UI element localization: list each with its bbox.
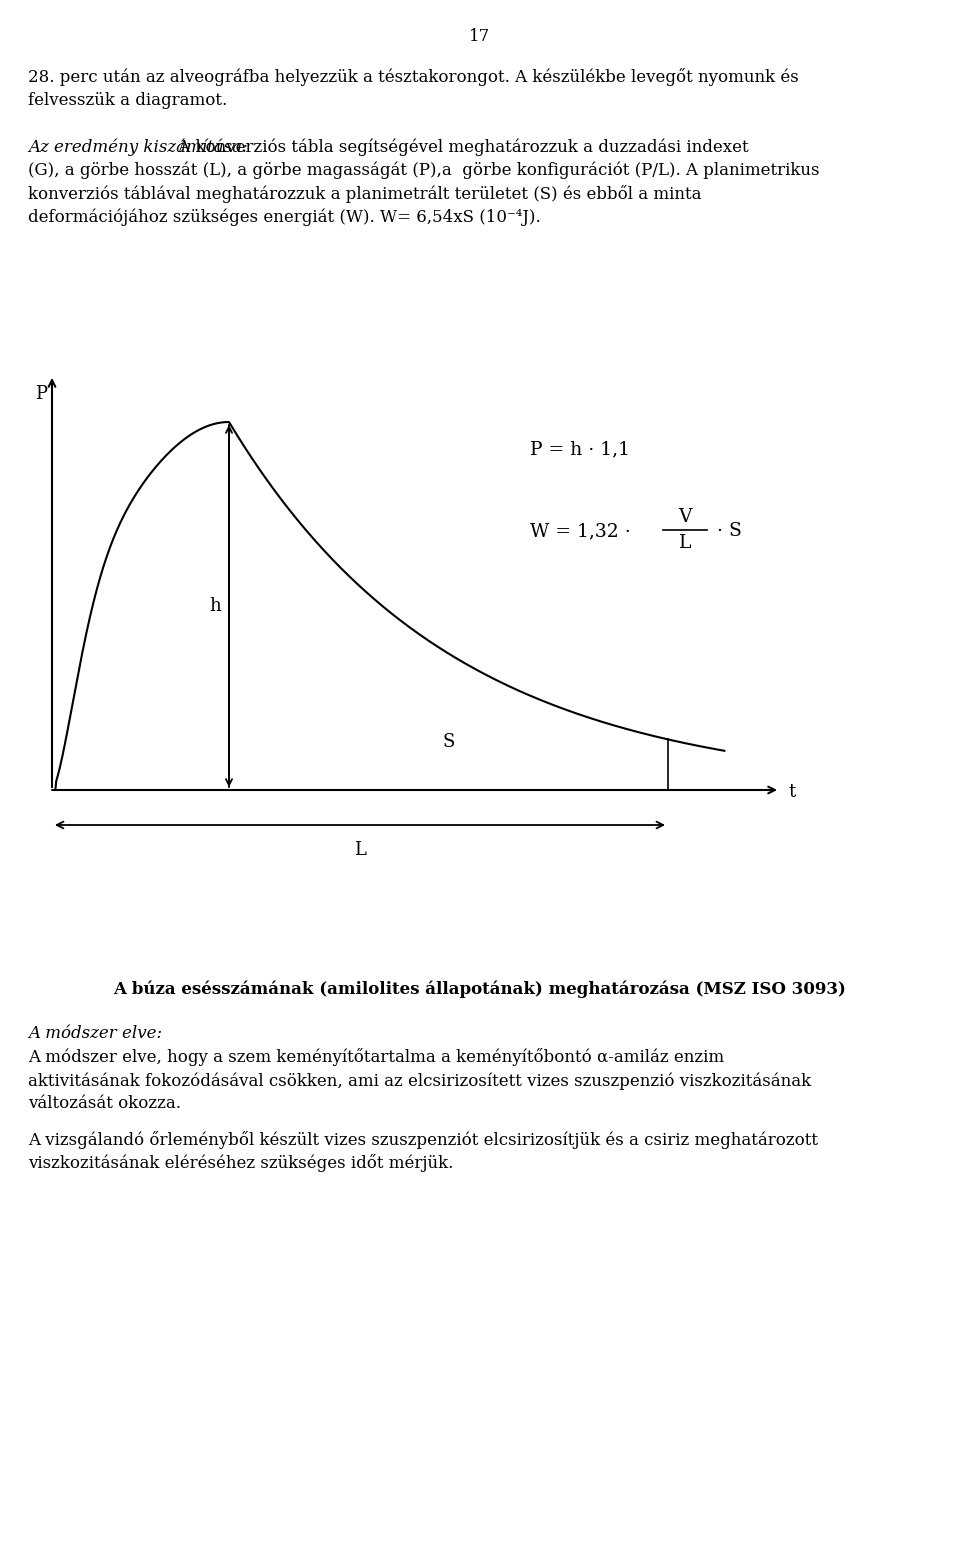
Text: A vizsgálandó őrleményből készült vizes szuszpenziót elcsirizosítjük és a csiriz: A vizsgálandó őrleményből készült vizes … <box>28 1131 818 1150</box>
Text: A módszer elve:: A módszer elve: <box>28 1025 162 1042</box>
Text: P: P <box>35 385 47 404</box>
Text: W = 1,32 ·: W = 1,32 · <box>530 522 631 539</box>
Text: P = h · 1,1: P = h · 1,1 <box>530 441 630 458</box>
Text: L: L <box>679 535 691 552</box>
Text: (G), a görbe hosszát (L), a görbe magasságát (P),a  görbe konfigurációt (P/L). A: (G), a görbe hosszát (L), a görbe magass… <box>28 162 820 179</box>
Text: A módszer elve, hogy a szem keményítőtartalma a keményítőbontó α-amiláz enzim: A módszer elve, hogy a szem keményítőtar… <box>28 1048 724 1066</box>
Text: aktivitásának fokozódásával csökken, ami az elcsirizosített vizes szuszpenzió vi: aktivitásának fokozódásával csökken, ami… <box>28 1073 811 1089</box>
Text: L: L <box>354 841 366 858</box>
Text: h: h <box>209 596 221 615</box>
Text: felvesszük a diagramot.: felvesszük a diagramot. <box>28 91 228 108</box>
Text: viszkozitásának eléréséhez szükséges időt mérjük.: viszkozitásának eléréséhez szükséges idő… <box>28 1154 453 1173</box>
Text: konverziós táblával meghatározzuk a planimetrált területet (S) és ebből a minta: konverziós táblával meghatározzuk a plan… <box>28 185 702 203</box>
Text: Az eredmény kiszámítása:: Az eredmény kiszámítása: <box>28 139 248 156</box>
Text: változását okozza.: változását okozza. <box>28 1096 181 1113</box>
Text: V: V <box>679 509 692 525</box>
Text: A konverziós tábla segítségével meghatározzuk a duzzadási indexet: A konverziós tábla segítségével meghatár… <box>173 139 749 156</box>
Text: · S: · S <box>717 522 742 539</box>
Text: t: t <box>788 783 795 801</box>
Text: A búza esésszámának (amilolites állapotának) meghatározása (MSZ ISO 3093): A búza esésszámának (amilolites állapotá… <box>113 980 847 997</box>
Text: 17: 17 <box>469 28 491 45</box>
Text: deformációjához szükséges energiát (W). W= 6,54xS (10⁻⁴J).: deformációjához szükséges energiát (W). … <box>28 208 540 227</box>
Text: S: S <box>443 734 455 750</box>
Text: 28. perc után az alveográfba helyezzük a tésztakorongot. A készülékbe levegőt ny: 28. perc után az alveográfba helyezzük a… <box>28 68 799 86</box>
